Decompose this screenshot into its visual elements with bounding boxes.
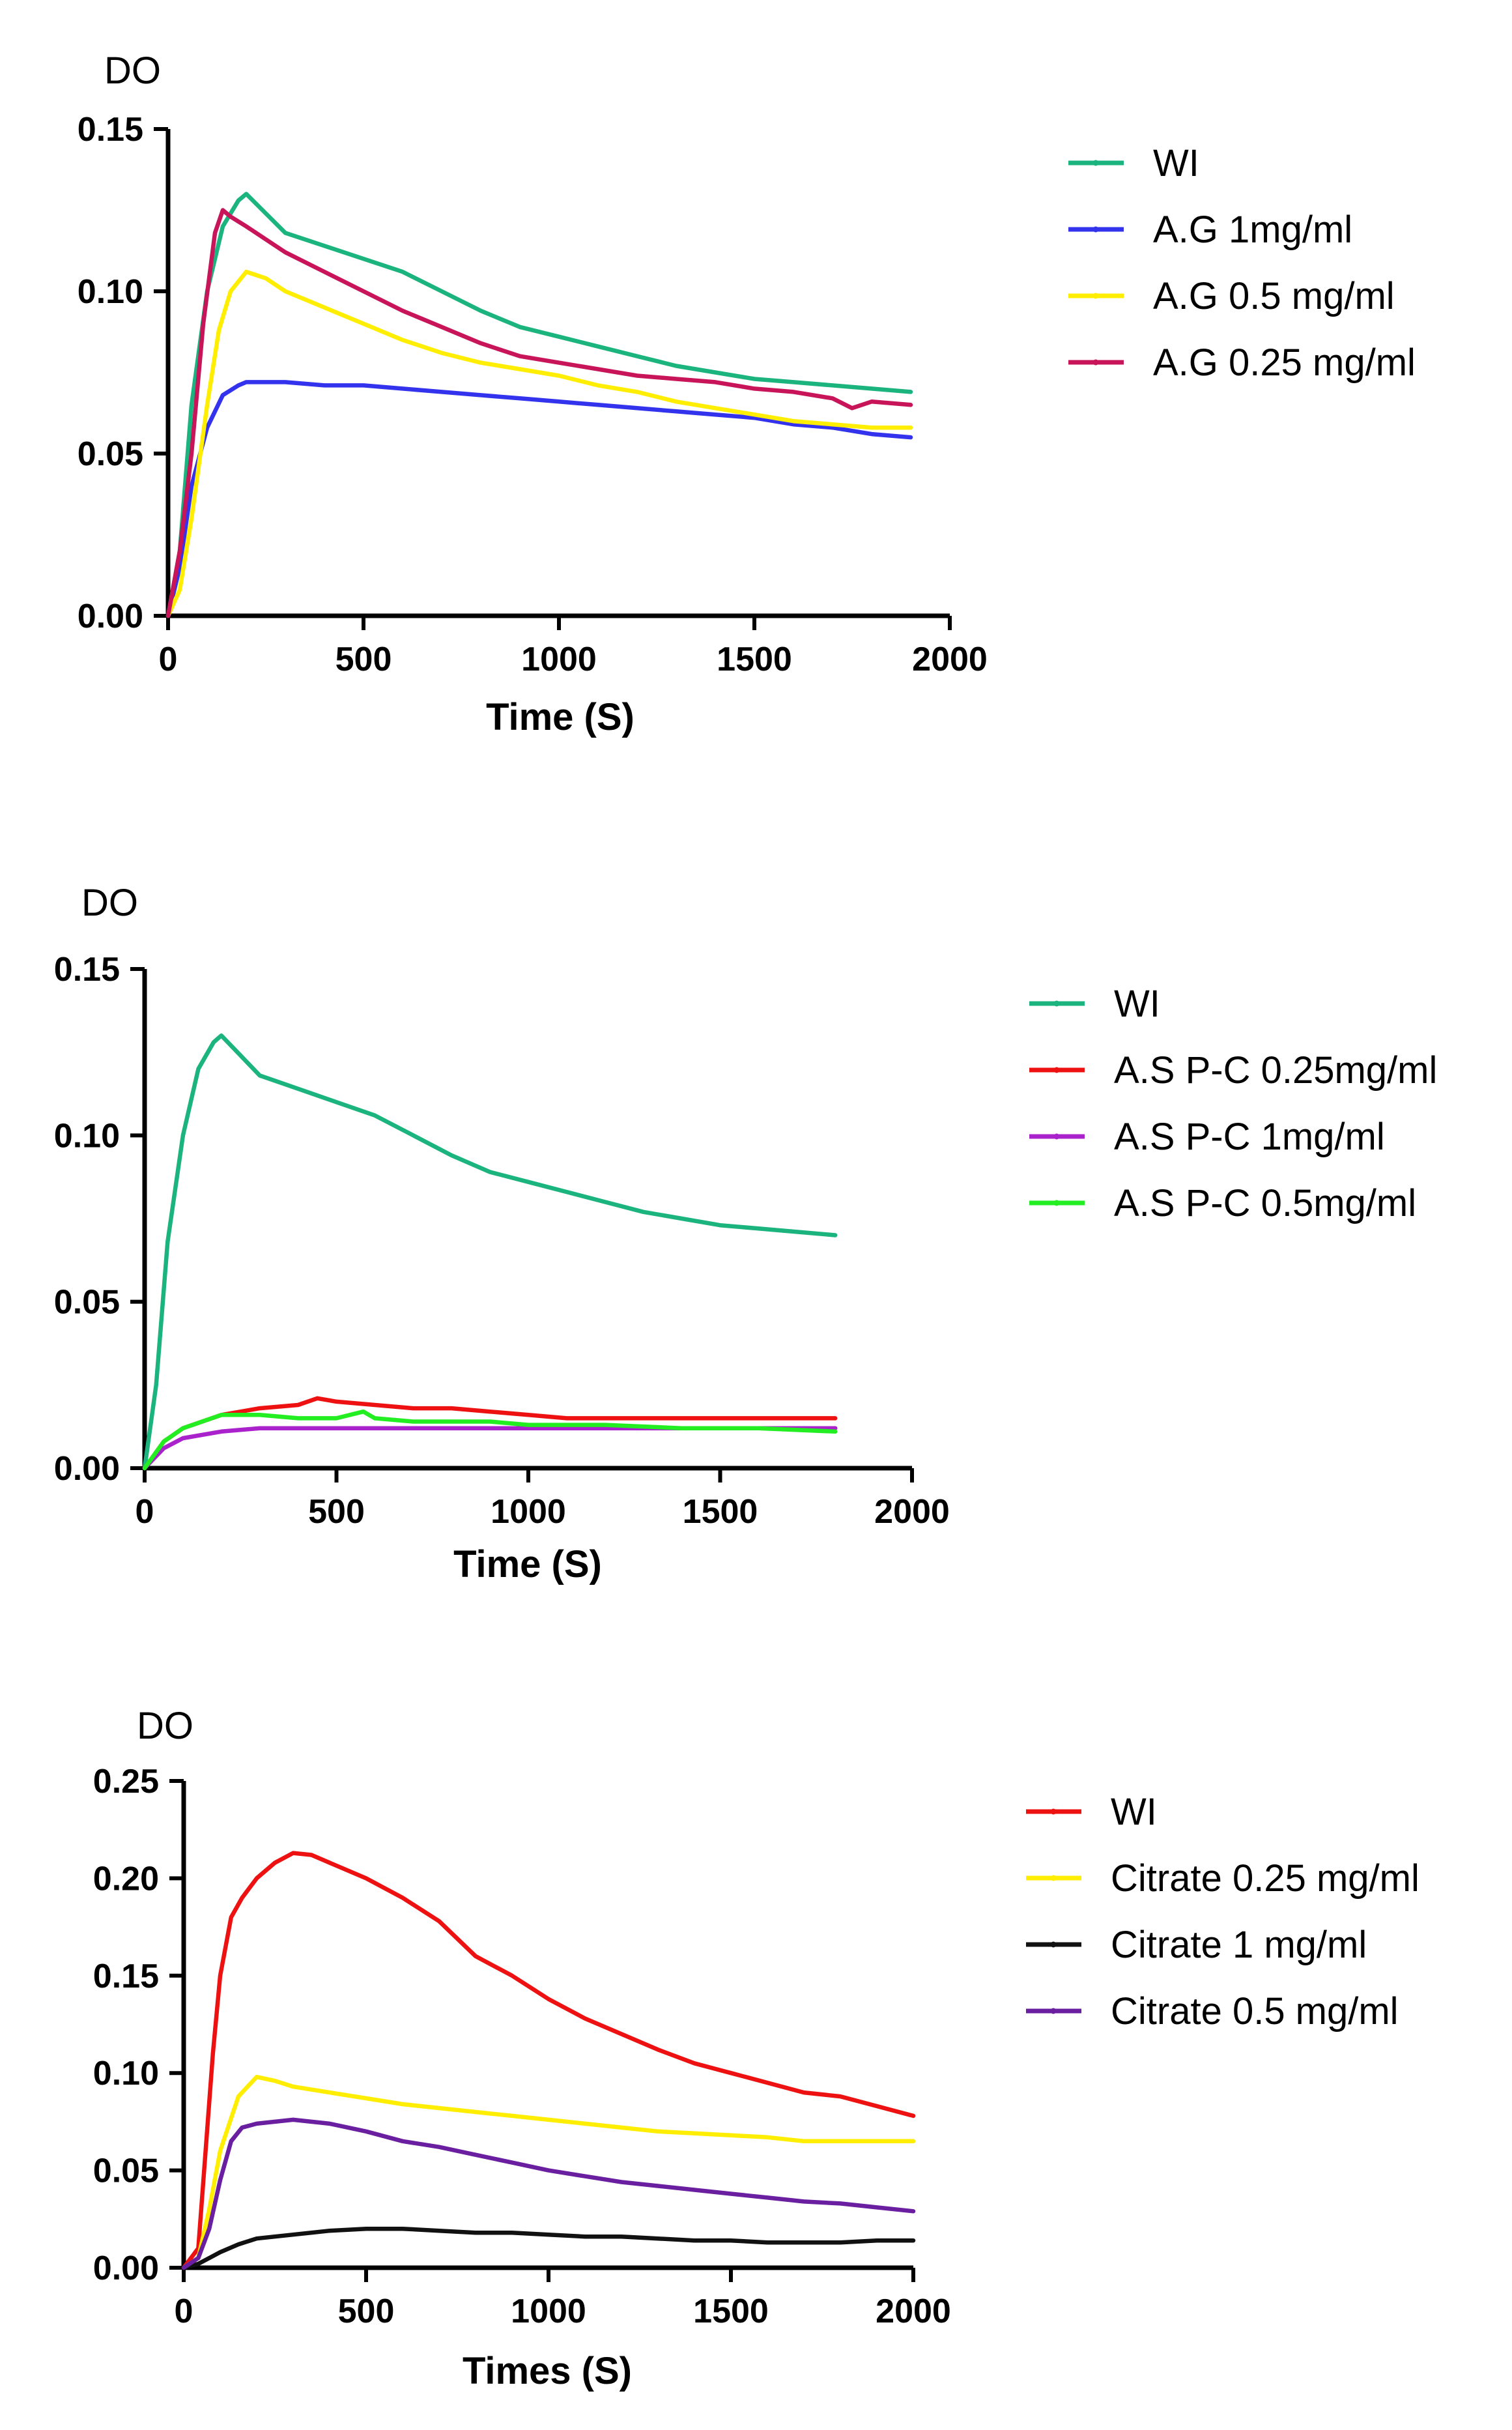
- series-line-1: [165, 192, 913, 618]
- x-tick-label: 1000: [521, 641, 597, 678]
- legend-marker: [1092, 160, 1099, 166]
- y-tick-label: 0.00: [78, 598, 143, 635]
- y-tick-label: 0.25: [93, 1763, 159, 1801]
- x-axis-title: Time (S): [453, 1543, 602, 1585]
- legend-label: A.G 1mg/ml: [1153, 209, 1352, 251]
- legend-marker: [1053, 1200, 1060, 1206]
- legend-label: A.S P-C 1mg/ml: [1114, 1116, 1385, 1158]
- x-tick-label: 1500: [717, 641, 792, 678]
- x-tick-label: 500: [308, 1493, 365, 1531]
- legend-marker: [1053, 1000, 1060, 1007]
- series-line-4: [165, 208, 913, 618]
- legend-marker: [1053, 1133, 1060, 1140]
- legend-marker: [1050, 1941, 1057, 1948]
- series-line-1: [181, 1851, 916, 2270]
- chart-panel-2: DO Time (S) 0.00 0.05 0.10 0.15 0 500 1000 1500…: [54, 882, 1438, 1585]
- series-line-3: [142, 1426, 838, 1471]
- y-tick-label: 0.15: [93, 1958, 159, 1995]
- x-tick-label: 500: [338, 2293, 395, 2330]
- legend-label: WI: [1114, 983, 1160, 1025]
- x-tick-label: 2000: [876, 2293, 951, 2330]
- x-tick-label: 500: [335, 641, 392, 678]
- x-tick-label: 0: [136, 1493, 154, 1531]
- series-line-3: [165, 269, 913, 618]
- x-tick-label: 2000: [912, 641, 988, 678]
- y-axis-label: DO: [104, 50, 161, 92]
- y-tick-label: 0.10: [54, 1117, 120, 1155]
- series-line-3: [181, 2226, 916, 2270]
- legend-marker: [1092, 359, 1099, 366]
- x-tick-label: 1500: [693, 2293, 769, 2330]
- x-axis-title: Time (S): [486, 696, 635, 738]
- chart-panel-3: DO Times (S) 0.00 0.05 0.10 0.15 0.20 0.25 0 50…: [93, 1705, 1419, 2392]
- series-line-2: [142, 1396, 838, 1471]
- series-line-2: [165, 380, 913, 618]
- legend-marker: [1092, 293, 1099, 299]
- x-tick-label: 1000: [491, 1493, 566, 1531]
- x-tick-label: 2000: [874, 1493, 950, 1531]
- y-axis-label: DO: [137, 1705, 193, 1747]
- legend-label: A.S P-C 0.25mg/ml: [1114, 1049, 1437, 1092]
- series-line-2: [181, 2074, 916, 2270]
- y-tick-label: 0.00: [54, 1450, 120, 1488]
- legend-label: WI: [1111, 1791, 1157, 1833]
- x-axis-title: Times (S): [463, 2350, 632, 2392]
- y-tick-label: 0.05: [54, 1284, 120, 1322]
- x-tick-label: 1000: [511, 2293, 586, 2330]
- y-tick-label: 0.15: [78, 111, 143, 149]
- legend-label: Citrate 1 mg/ml: [1111, 1924, 1367, 1966]
- legend-marker: [1050, 1875, 1057, 1881]
- legend-label: WI: [1153, 142, 1199, 184]
- y-tick-label: 0.05: [93, 2152, 159, 2190]
- legend-marker: [1092, 226, 1099, 233]
- legend-label: A.G 0.5 mg/ml: [1153, 275, 1395, 317]
- legend-label: A.G 0.25 mg/ml: [1153, 341, 1416, 384]
- legend-marker: [1053, 1067, 1060, 1073]
- chart-panel-1: DO Time (S) 0.00 0.05 0.10 0.15 0 500 1000 1500…: [78, 50, 1416, 738]
- y-tick-label: 0.10: [93, 2055, 159, 2092]
- series-line-4: [142, 1409, 838, 1471]
- x-tick-label: 0: [175, 2293, 193, 2330]
- legend-marker: [1050, 1808, 1057, 1815]
- x-tick-label: 0: [159, 641, 178, 678]
- y-tick-label: 0.20: [93, 1860, 159, 1898]
- y-tick-label: 0.05: [78, 435, 143, 473]
- x-tick-label: 1500: [683, 1493, 758, 1531]
- series-line-1: [142, 1033, 838, 1471]
- y-tick-label: 0.00: [93, 2249, 159, 2287]
- legend-label: Citrate 0.5 mg/ml: [1111, 1990, 1399, 2032]
- legend-marker: [1050, 2008, 1057, 2014]
- legend-label: Citrate 0.25 mg/ml: [1111, 1857, 1419, 1900]
- series-line-4: [181, 2117, 916, 2270]
- y-tick-label: 0.10: [78, 273, 143, 311]
- legend-label: A.S P-C 0.5mg/ml: [1114, 1182, 1416, 1224]
- y-axis-label: DO: [81, 882, 138, 924]
- y-tick-label: 0.15: [54, 951, 120, 989]
